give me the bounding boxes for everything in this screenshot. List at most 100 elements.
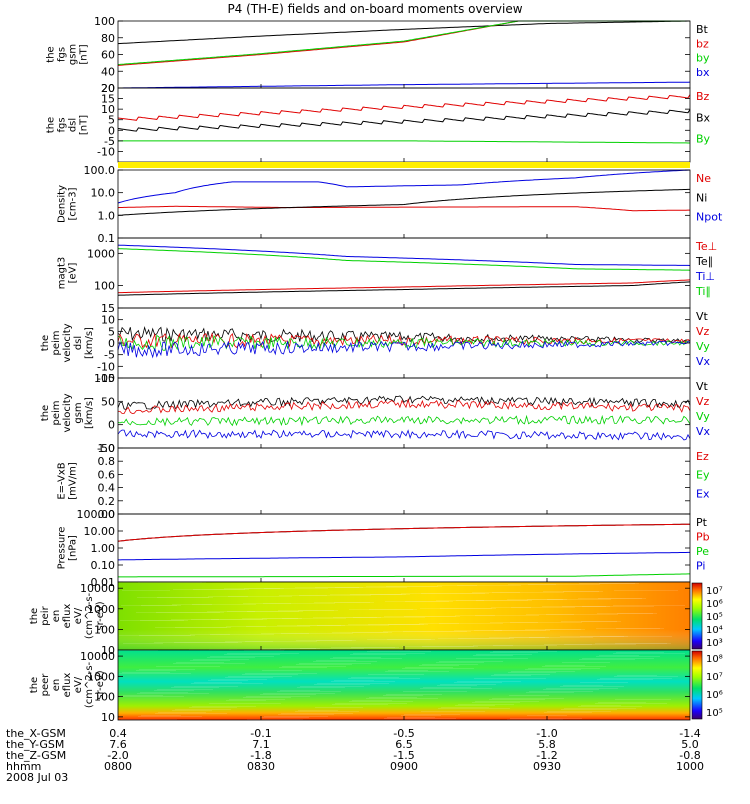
spectrogram-texture: [189, 649, 237, 650]
spectrogram-texture: [367, 651, 431, 652]
series-line-Te⊥: [117, 279, 691, 294]
spectrogram-texture: [264, 716, 328, 717]
spectrogram-texture: [403, 691, 467, 692]
y-tick-label: -10: [97, 145, 115, 158]
spectrogram-texture: [118, 582, 158, 583]
spectrogram-texture: [314, 602, 370, 603]
spectrogram-texture: [192, 706, 256, 707]
spectrogram-texture: [155, 713, 227, 714]
y-axis-label: magt3: [57, 257, 68, 290]
series-line-Ne: [117, 205, 690, 212]
spectrogram-texture: [615, 699, 671, 700]
spectrogram-texture: [246, 696, 310, 697]
spectrogram-texture: [423, 631, 471, 632]
y-axis-label: eV/: [73, 676, 84, 693]
spectrogram-texture: [228, 676, 292, 677]
footer-value: 0930: [533, 760, 561, 773]
spectrogram-texture: [138, 716, 202, 717]
y-axis-label: the: [29, 608, 40, 624]
y-tick-label: 10000: [80, 650, 115, 663]
spectrogram-texture: [139, 669, 195, 670]
y-tick-label: 10: [101, 103, 115, 116]
y-axis-label: peim: [51, 330, 62, 355]
spectrogram-texture: [193, 589, 249, 590]
spectrogram-texture: [314, 684, 370, 685]
spectrogram-texture: [438, 638, 510, 639]
y-axis-label: [km/s]: [84, 327, 95, 359]
spectrogram-texture: [157, 597, 213, 598]
spectrogram-texture: [543, 689, 599, 690]
spectrogram-texture: [388, 670, 428, 671]
spectrogram-texture: [384, 718, 456, 719]
spectrogram-texture: [282, 618, 346, 619]
panel-frame: [117, 447, 691, 515]
spectrogram-texture: [561, 709, 617, 710]
y-tick-label: 5: [108, 114, 115, 127]
legend: Ne Ni Npot: [696, 172, 723, 224]
colorbar: 10⁷ 10⁶ 10⁵ 10⁴ 10³: [691, 582, 723, 650]
spectrogram-texture: [421, 711, 485, 712]
y-axis: 10 100 1000 10000 the peer en eflux eV/(cm^2-s-s…: [29, 650, 690, 724]
spectrogram-texture: [436, 600, 484, 601]
y-axis-label: eV/: [73, 607, 84, 624]
spectrogram-texture: [122, 672, 170, 673]
spectrogram-texture: [578, 598, 642, 599]
y-tick-label: 5: [108, 325, 115, 338]
spectrogram-texture: [456, 600, 528, 601]
spectrogram-texture: [190, 634, 230, 635]
spectrogram-texture: [334, 602, 374, 603]
series-line-Ni: [117, 188, 690, 216]
spectrogram-texture: [210, 634, 274, 635]
spectrogram-texture: [507, 599, 563, 600]
spectrogram-texture: [547, 599, 611, 600]
spectrogram-texture: [300, 686, 364, 687]
spectrogram-texture: [422, 646, 478, 647]
legend-entry: Ti⊥: [695, 270, 715, 283]
spectrogram-texture: [599, 583, 639, 584]
spectrogram-texture: [278, 714, 334, 715]
spectrogram-texture: [296, 664, 352, 665]
spectrogram-texture: [194, 682, 242, 683]
spectrogram-texture: [616, 652, 664, 653]
spectrogram-texture: [154, 690, 194, 691]
y-tick-label: -15: [97, 372, 115, 385]
legend-entry: Vx: [696, 425, 711, 438]
footer-value: 6.5: [395, 738, 413, 751]
y-axis-label: dsl: [68, 118, 79, 132]
spectrogram-texture: [370, 594, 410, 595]
spectrogram-texture: [439, 661, 503, 662]
y-tick-label: 100.00: [77, 508, 116, 521]
spectrogram-texture: [613, 605, 685, 606]
spectrogram-texture: [172, 710, 212, 711]
spectrogram-texture: [264, 588, 328, 589]
legend-entry: Vt: [696, 310, 709, 323]
spectrogram-texture: [437, 585, 477, 586]
y-tick-label: 40: [101, 65, 115, 78]
y-axis-label: sr-eV): [95, 601, 106, 630]
spectrogram-texture: [388, 624, 428, 625]
spectrogram-texture: [492, 698, 564, 699]
y-tick-label: 60: [101, 49, 115, 62]
y-axis-label: the: [29, 677, 40, 693]
spectrogram-texture: [529, 637, 593, 638]
spectrogram-texture: [405, 601, 453, 602]
spectrogram-texture: [493, 651, 557, 652]
spectrogram-texture: [614, 590, 678, 591]
y-tick-label: 0.0: [98, 508, 116, 521]
spectrogram-texture: [561, 621, 617, 622]
y-axis: -50 0 50 100 the peim velocity gsm [km/s]: [40, 372, 690, 455]
legend-entry: Vz: [696, 325, 710, 338]
spectrogram-texture: [140, 692, 188, 693]
y-tick-label: 100: [94, 372, 115, 385]
series-line-Vx: [117, 429, 691, 441]
y-axis-label: E=-VxB: [57, 462, 68, 499]
spectrogram-texture: [330, 594, 402, 595]
y-tick-label: -50: [97, 442, 115, 455]
y-tick-label: 10: [101, 314, 115, 327]
spectrogram-texture: [472, 702, 520, 703]
colorbar-tick-label: 10⁷: [706, 586, 723, 597]
spectrogram-texture: [242, 618, 298, 619]
spectrogram-texture: [282, 666, 346, 667]
spectrogram-texture: [547, 711, 611, 712]
figure-title: P4 (TH-E) fields and on-board moments ov…: [227, 2, 522, 16]
